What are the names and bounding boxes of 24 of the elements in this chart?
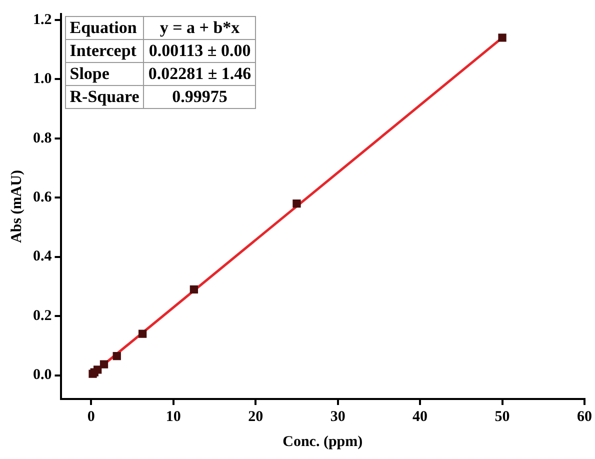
x-tick-label: 10 bbox=[166, 408, 181, 425]
y-tick-label: 0.4 bbox=[33, 248, 52, 265]
y-tick-label: 1.2 bbox=[33, 12, 52, 28]
x-tick-label: 60 bbox=[577, 408, 592, 425]
annotation: 0.99975 bbox=[144, 86, 256, 108]
y-axis-title: Abs (mAU) bbox=[8, 170, 25, 243]
annotation: Equation bbox=[65, 16, 144, 40]
x-axis-title: Conc. (ppm) bbox=[282, 434, 363, 450]
y-tick-label: 0.6 bbox=[33, 189, 52, 206]
annotation: Slope bbox=[65, 62, 144, 86]
annotation: R-Square bbox=[65, 86, 144, 108]
x-tick-label: 20 bbox=[248, 408, 264, 425]
x-tick-label: 50 bbox=[494, 408, 510, 425]
y-tick-label: 0.8 bbox=[33, 130, 52, 146]
annotation: Intercept bbox=[65, 40, 144, 62]
x-tick-label: 30 bbox=[330, 408, 346, 425]
y-tick-label: 0.2 bbox=[33, 308, 52, 324]
x-tick-label: 0 bbox=[87, 408, 95, 425]
annotation: 0.00113 ± 0.00 bbox=[144, 40, 256, 62]
x-tick-label: 40 bbox=[412, 408, 428, 425]
y-tick-label: 1.0 bbox=[33, 71, 52, 88]
y-tick-label: 0.0 bbox=[33, 367, 52, 384]
annotation: 0.02281 ± 1.46 bbox=[144, 62, 256, 86]
annotation: y = a + b*x bbox=[144, 16, 256, 40]
